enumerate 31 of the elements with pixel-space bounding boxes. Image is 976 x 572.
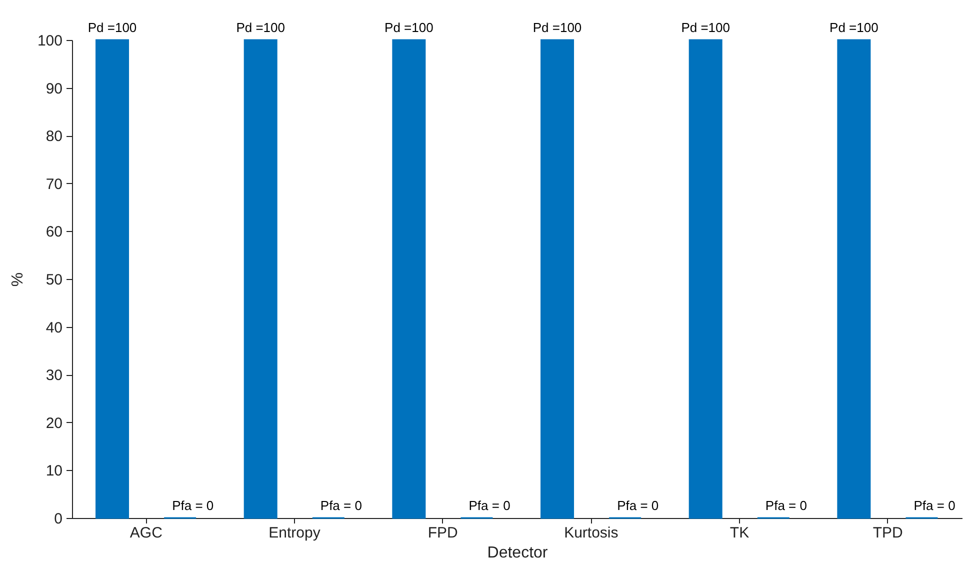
y-tick-label: 10 — [46, 462, 62, 480]
data-label: Pfa = 0 — [468, 498, 510, 513]
x-tick-label: Entropy — [268, 524, 321, 542]
y-tick-label: 30 — [46, 367, 62, 384]
data-label: Pd =100 — [236, 20, 285, 35]
y-tick-label: 40 — [46, 319, 62, 336]
y-tick-label: 90 — [46, 80, 62, 98]
data-label: Pd =100 — [384, 20, 434, 35]
x-tick-label: FPD — [428, 524, 458, 542]
data-label: Pfa = 0 — [172, 498, 214, 513]
y-axis-title: % — [9, 272, 26, 287]
y-tick-label: 80 — [46, 128, 62, 146]
y-tick-label: 70 — [46, 176, 62, 193]
x-tick-label: Kurtosis — [564, 524, 618, 542]
data-label: Pd =100 — [88, 20, 137, 35]
y-tick-label: 60 — [46, 224, 62, 241]
x-tick-label: TK — [730, 524, 750, 542]
y-tick-label: 20 — [46, 414, 62, 432]
data-label: Pd =100 — [830, 20, 878, 35]
x-tick-label: TPD — [872, 524, 903, 542]
y-tick-label: 100 — [37, 32, 62, 50]
y-tick-label: 50 — [46, 272, 62, 288]
data-label: Pfa = 0 — [914, 498, 956, 513]
y-tick-label: 0 — [54, 510, 62, 528]
data-label: Pfa = 0 — [617, 498, 659, 513]
data-label: Pfa = 0 — [765, 498, 807, 513]
data-label: Pfa = 0 — [320, 498, 362, 513]
data-label: Pd =100 — [681, 20, 730, 35]
data-label: Pd =100 — [532, 20, 582, 35]
x-axis-title: Detector — [487, 544, 548, 562]
x-tick-label: AGC — [130, 524, 163, 542]
